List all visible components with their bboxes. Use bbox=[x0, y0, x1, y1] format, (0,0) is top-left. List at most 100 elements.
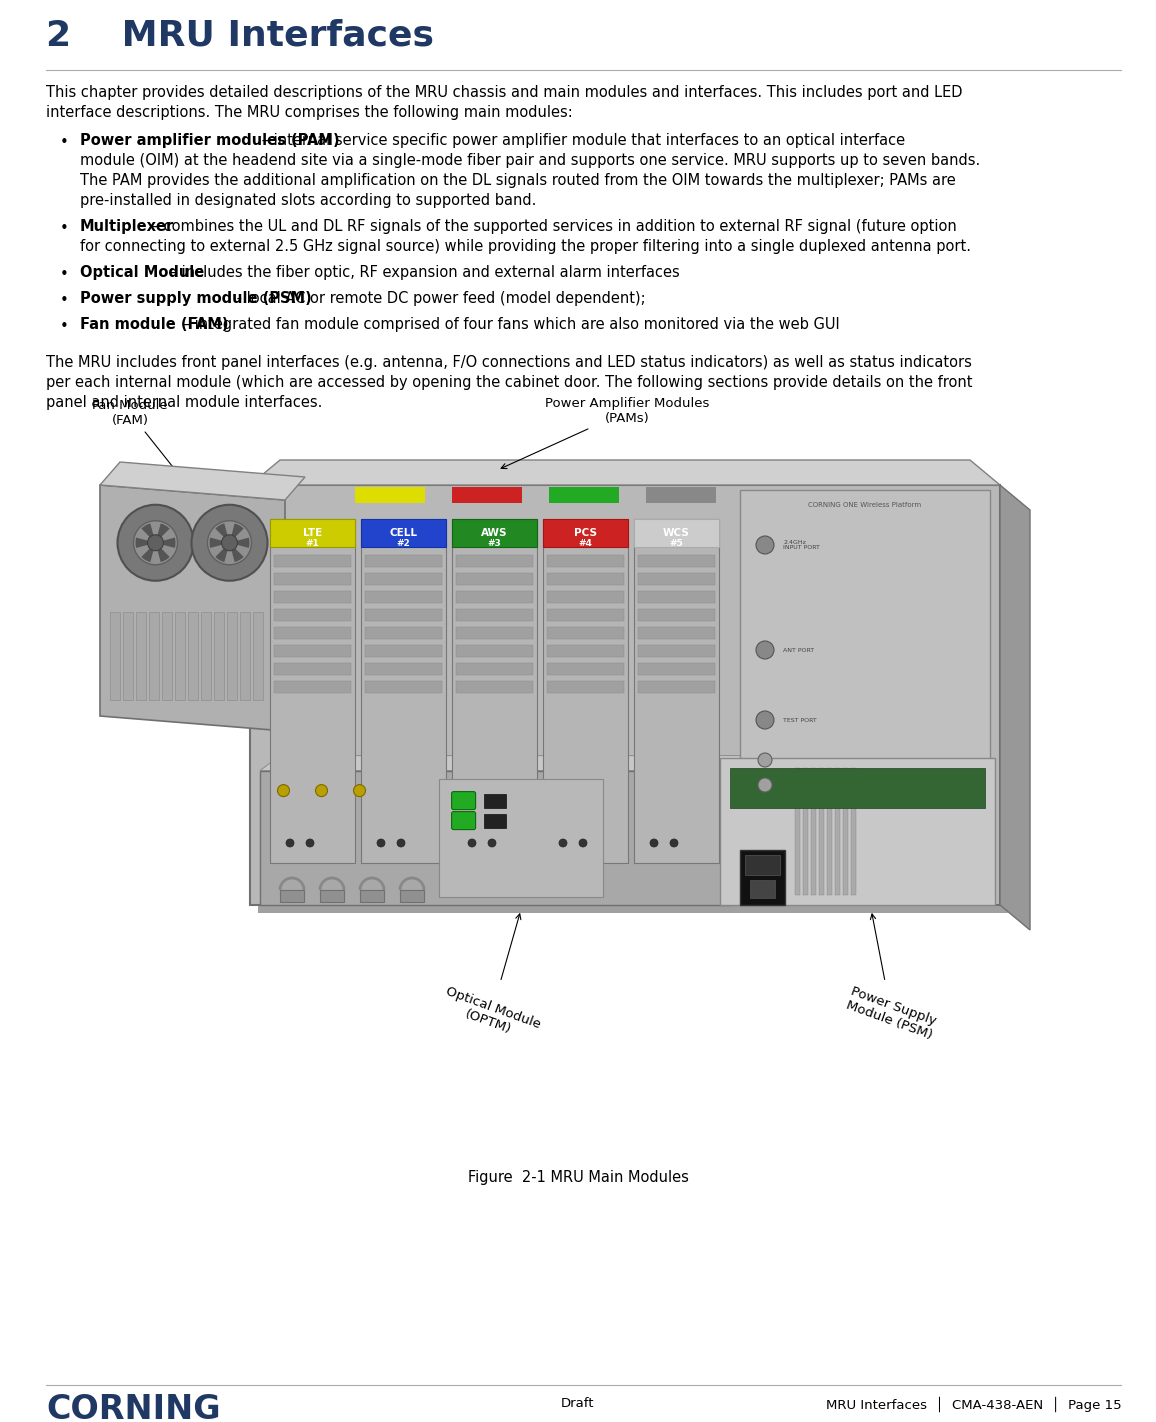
Bar bbox=[851, 768, 855, 894]
Text: This chapter provides detailed descriptions of the MRU chassis and main modules : This chapter provides detailed descripti… bbox=[46, 85, 963, 100]
Bar bbox=[365, 681, 442, 693]
Circle shape bbox=[192, 505, 267, 580]
Text: module (OIM) at the headend site via a single-mode fiber pair and supports one s: module (OIM) at the headend site via a s… bbox=[80, 154, 980, 168]
Bar bbox=[274, 663, 351, 674]
Bar bbox=[818, 768, 824, 894]
Circle shape bbox=[397, 839, 405, 848]
Text: Power amplifier modules (PAM): Power amplifier modules (PAM) bbox=[80, 134, 340, 148]
Circle shape bbox=[148, 535, 163, 550]
Text: ANT PORT: ANT PORT bbox=[783, 647, 814, 653]
Bar bbox=[452, 486, 523, 503]
Bar bbox=[638, 681, 716, 693]
Bar bbox=[729, 768, 985, 808]
Text: - local AC or remote DC power feed (model dependent);: - local AC or remote DC power feed (mode… bbox=[232, 292, 646, 306]
Text: The MRU includes front panel interfaces (e.g. antenna, F/O connections and LED s: The MRU includes front panel interfaces … bbox=[46, 356, 972, 370]
Bar bbox=[274, 627, 351, 638]
Bar bbox=[744, 855, 780, 875]
Circle shape bbox=[670, 839, 679, 848]
Bar bbox=[455, 644, 533, 657]
Text: CELL: CELL bbox=[390, 528, 417, 538]
Bar bbox=[633, 519, 719, 546]
Bar bbox=[646, 486, 716, 503]
Text: #5: #5 bbox=[669, 539, 683, 547]
Bar bbox=[123, 611, 133, 700]
Text: LTE: LTE bbox=[303, 528, 323, 538]
Bar bbox=[638, 627, 716, 638]
Circle shape bbox=[377, 839, 385, 848]
Bar bbox=[812, 768, 816, 894]
Bar bbox=[547, 663, 624, 674]
Text: •: • bbox=[60, 293, 68, 309]
Bar bbox=[274, 609, 351, 620]
Text: for connecting to external 2.5 GHz signal source) while providing the proper fil: for connecting to external 2.5 GHz signa… bbox=[80, 239, 971, 255]
Wedge shape bbox=[156, 543, 170, 562]
Bar bbox=[455, 609, 533, 620]
Bar bbox=[260, 771, 729, 904]
Bar bbox=[547, 573, 624, 584]
Text: TEST PORT: TEST PORT bbox=[783, 718, 817, 722]
Bar bbox=[274, 573, 351, 584]
Bar bbox=[543, 519, 628, 546]
Bar bbox=[638, 590, 716, 603]
Text: per each internal module (which are accessed by opening the cabinet door. The fo: per each internal module (which are acce… bbox=[46, 375, 972, 390]
Text: Power Supply
Module (PSM): Power Supply Module (PSM) bbox=[844, 914, 939, 1042]
Text: Multiplexer: Multiplexer bbox=[80, 219, 175, 235]
Bar bbox=[149, 611, 160, 700]
Text: AWS: AWS bbox=[481, 528, 507, 538]
Circle shape bbox=[468, 839, 476, 848]
Bar bbox=[455, 573, 533, 584]
Text: panel and internal module interfaces.: panel and internal module interfaces. bbox=[46, 395, 323, 410]
Wedge shape bbox=[156, 538, 176, 547]
Bar bbox=[320, 890, 344, 902]
Bar bbox=[750, 880, 775, 899]
Bar bbox=[438, 779, 603, 897]
Circle shape bbox=[650, 839, 658, 848]
Text: The PAM provides the additional amplification on the DL signals routed from the : The PAM provides the additional amplific… bbox=[80, 173, 956, 188]
Text: CORNING ONE Wireless Platform: CORNING ONE Wireless Platform bbox=[808, 502, 921, 508]
Circle shape bbox=[758, 778, 772, 792]
Text: •: • bbox=[60, 135, 68, 149]
Bar bbox=[547, 644, 624, 657]
Text: Fan module (FAM): Fan module (FAM) bbox=[80, 317, 229, 331]
Bar bbox=[803, 768, 808, 894]
Text: Power Amplifier Modules
(PAMs): Power Amplifier Modules (PAMs) bbox=[502, 397, 710, 469]
Bar bbox=[250, 485, 1000, 904]
Wedge shape bbox=[215, 523, 230, 543]
Bar bbox=[274, 590, 351, 603]
Circle shape bbox=[306, 839, 314, 848]
Circle shape bbox=[316, 785, 327, 796]
Wedge shape bbox=[215, 543, 230, 562]
Bar bbox=[740, 850, 785, 904]
Bar bbox=[240, 611, 250, 700]
Bar bbox=[547, 609, 624, 620]
Bar bbox=[835, 768, 840, 894]
Bar bbox=[274, 644, 351, 657]
Text: – integrated fan module comprised of four fans which are also monitored via the : – integrated fan module comprised of fou… bbox=[178, 317, 839, 331]
Bar bbox=[795, 768, 800, 894]
Circle shape bbox=[756, 641, 775, 658]
Bar bbox=[214, 611, 224, 700]
Text: Optical Module: Optical Module bbox=[80, 264, 205, 280]
Bar bbox=[365, 644, 442, 657]
Bar bbox=[355, 486, 425, 503]
Circle shape bbox=[758, 754, 772, 766]
Bar bbox=[136, 611, 146, 700]
Polygon shape bbox=[260, 755, 750, 771]
Bar bbox=[162, 611, 172, 700]
Bar bbox=[638, 644, 716, 657]
Circle shape bbox=[488, 839, 496, 848]
Bar bbox=[638, 609, 716, 620]
Bar bbox=[543, 519, 628, 863]
Text: PCS: PCS bbox=[575, 528, 596, 538]
Bar bbox=[361, 519, 446, 546]
Polygon shape bbox=[101, 485, 286, 731]
Text: – combines the UL and DL RF signals of the supported services in addition to ext: – combines the UL and DL RF signals of t… bbox=[147, 219, 957, 235]
Bar bbox=[271, 519, 355, 546]
Wedge shape bbox=[141, 543, 156, 562]
Circle shape bbox=[756, 536, 775, 555]
Bar bbox=[547, 627, 624, 638]
Text: CORNING: CORNING bbox=[46, 1394, 221, 1422]
Text: WCS: WCS bbox=[664, 528, 690, 538]
Text: #3: #3 bbox=[488, 539, 502, 547]
Text: – internal service specific power amplifier module that interfaces to an optical: – internal service specific power amplif… bbox=[257, 134, 905, 148]
